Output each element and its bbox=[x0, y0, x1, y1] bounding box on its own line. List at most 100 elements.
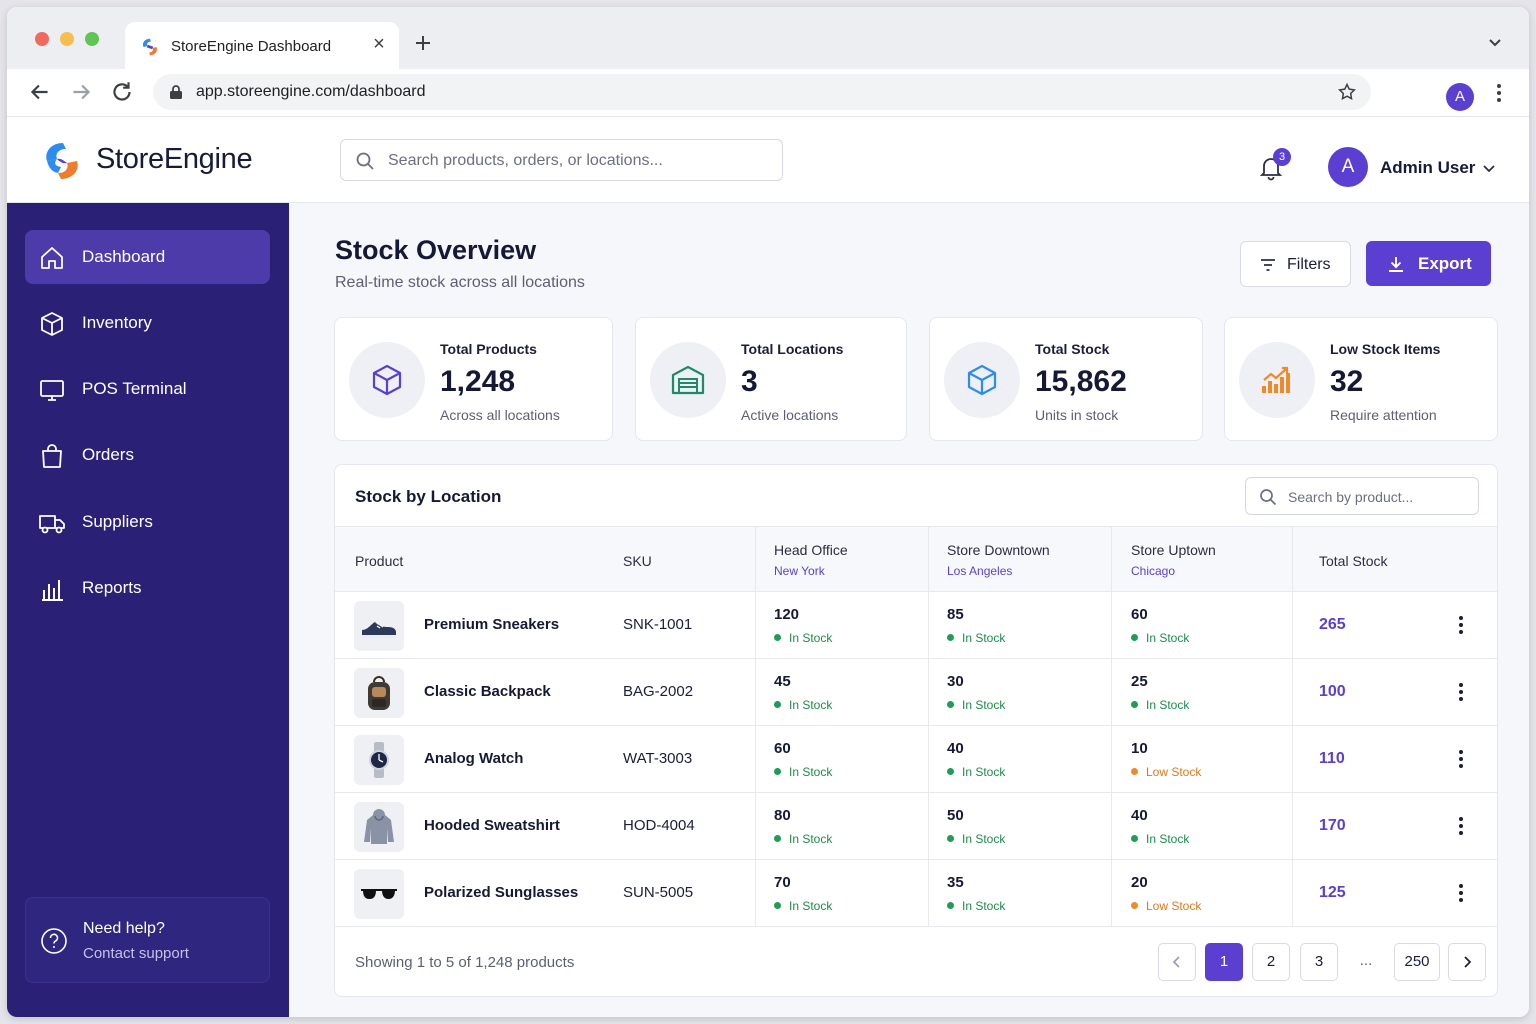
stock-by-location-card: Stock by Location Search by product... P… bbox=[334, 464, 1498, 997]
stock-qty-head-office: 60 bbox=[774, 740, 791, 757]
column-subheader-city: Chicago bbox=[1131, 564, 1176, 578]
column-header-sku: SKU bbox=[623, 553, 652, 569]
status-dot bbox=[947, 835, 954, 842]
url-field[interactable]: app.storeengine.com/dashboard bbox=[153, 74, 1371, 110]
status-dot bbox=[774, 902, 781, 909]
stock-status-store-downtown: In Stock bbox=[947, 698, 1005, 712]
row-menu-icon[interactable] bbox=[1453, 614, 1469, 636]
forward-arrow-icon[interactable] bbox=[68, 79, 94, 105]
window-minimize-button[interactable] bbox=[60, 32, 74, 46]
status-dot bbox=[1131, 835, 1138, 842]
contact-support-link[interactable]: Contact support bbox=[83, 945, 189, 962]
column-header-product: Product bbox=[355, 553, 404, 569]
status-dot bbox=[774, 768, 781, 775]
help-title: Need help? bbox=[83, 920, 165, 937]
sidebar-item-label: Inventory bbox=[82, 313, 152, 332]
row-menu-icon[interactable] bbox=[1453, 815, 1469, 837]
help-circle-icon bbox=[41, 928, 67, 954]
status-text: In Stock bbox=[789, 631, 833, 645]
stat-label: Low Stock Items bbox=[1330, 341, 1441, 357]
browser-menu-icon[interactable] bbox=[1489, 82, 1509, 104]
pagination-page-1[interactable]: 1 bbox=[1205, 943, 1243, 981]
product-search-input[interactable]: Search by product... bbox=[1245, 477, 1479, 515]
sidebar-item-reports[interactable]: Reports bbox=[25, 561, 270, 615]
stock-qty-store-uptown: 60 bbox=[1131, 606, 1148, 623]
column-header-total-stock: Total Stock bbox=[1319, 553, 1388, 569]
browser-profile-avatar[interactable]: A bbox=[1446, 83, 1474, 111]
storeengine-favicon-icon bbox=[143, 38, 157, 56]
tab-search-chevron-icon[interactable] bbox=[1485, 33, 1505, 53]
pagination-next-button[interactable] bbox=[1448, 943, 1486, 981]
stock-qty-store-downtown: 85 bbox=[947, 606, 964, 623]
sidebar-item-orders[interactable]: Orders bbox=[25, 428, 270, 482]
chevron-down-icon[interactable] bbox=[1481, 160, 1497, 176]
row-menu-icon[interactable] bbox=[1453, 882, 1469, 904]
browser-tab[interactable]: StoreEngine Dashboard × bbox=[125, 22, 399, 69]
product-thumbnail bbox=[354, 802, 404, 852]
column-header-store-uptown: Store Uptown bbox=[1131, 542, 1216, 558]
stock-status-head-office: In Stock bbox=[774, 698, 832, 712]
pagination-page-2[interactable]: 2 bbox=[1252, 943, 1290, 981]
tab-close-icon[interactable]: × bbox=[373, 33, 385, 55]
status-dot bbox=[1131, 701, 1138, 708]
status-dot bbox=[774, 835, 781, 842]
total-stock-value: 110 bbox=[1319, 750, 1345, 767]
sidebar-item-inventory[interactable]: Inventory bbox=[25, 296, 270, 350]
stock-status-store-downtown: In Stock bbox=[947, 765, 1005, 779]
global-search-input[interactable]: Search products, orders, or locations... bbox=[340, 139, 783, 181]
stock-status-store-uptown: In Stock bbox=[1131, 832, 1189, 846]
product-name[interactable]: Classic Backpack bbox=[424, 683, 551, 700]
help-box[interactable]: Need help? Contact support bbox=[25, 897, 270, 983]
column-divider bbox=[1111, 526, 1112, 926]
pagination-prev-button[interactable] bbox=[1158, 943, 1196, 981]
row-menu-icon[interactable] bbox=[1453, 748, 1469, 770]
lock-icon bbox=[170, 85, 182, 99]
stat-sub: Require attention bbox=[1330, 407, 1437, 423]
sidebar-item-pos-terminal[interactable]: POS Terminal bbox=[25, 362, 270, 416]
column-header-store-downtown: Store Downtown bbox=[947, 542, 1050, 558]
product-name[interactable]: Polarized Sunglasses bbox=[424, 884, 579, 901]
stat-value: 3 bbox=[741, 365, 758, 398]
stat-sub: Across all locations bbox=[440, 407, 560, 423]
back-arrow-icon[interactable] bbox=[27, 79, 53, 105]
product-name[interactable]: Hooded Sweatshirt bbox=[424, 817, 560, 834]
user-avatar[interactable]: A bbox=[1328, 147, 1368, 187]
watch-icon bbox=[369, 742, 389, 778]
hoodie-icon bbox=[364, 809, 394, 844]
total-stock-value: 125 bbox=[1319, 884, 1346, 901]
reload-icon[interactable] bbox=[109, 79, 135, 105]
table-row[interactable]: Classic Backpack BAG-2002 45 In Stock 30… bbox=[335, 659, 1497, 726]
status-text: In Stock bbox=[962, 631, 1006, 645]
row-menu-icon[interactable] bbox=[1453, 681, 1469, 703]
product-name[interactable]: Premium Sneakers bbox=[424, 616, 560, 633]
stat-icon-circle bbox=[944, 342, 1020, 418]
stock-status-head-office: In Stock bbox=[774, 832, 832, 846]
stat-icon-circle bbox=[1239, 342, 1315, 418]
stock-status-head-office: In Stock bbox=[774, 899, 832, 913]
pagination-page-last[interactable]: 250 bbox=[1394, 943, 1440, 981]
product-sku: BAG-2002 bbox=[623, 683, 694, 700]
chevron-left-icon bbox=[1172, 956, 1180, 968]
bookmark-star-icon[interactable] bbox=[1337, 82, 1357, 102]
user-name[interactable]: Admin User bbox=[1380, 158, 1476, 177]
sidebar-item-dashboard[interactable]: Dashboard bbox=[25, 230, 270, 284]
window-close-button[interactable] bbox=[35, 32, 49, 46]
stat-icon-circle bbox=[349, 342, 425, 418]
pagination-page-3[interactable]: 3 bbox=[1300, 943, 1338, 981]
table-row[interactable]: Hooded Sweatshirt HOD-4004 80 In Stock 5… bbox=[335, 793, 1497, 860]
status-text: In Stock bbox=[789, 765, 833, 779]
export-button[interactable]: Export bbox=[1366, 241, 1491, 286]
product-sku: WAT-3003 bbox=[623, 750, 693, 767]
stat-card-low-stock: Low Stock Items 32 Require attention bbox=[1224, 317, 1498, 441]
status-dot bbox=[1131, 634, 1138, 641]
window-maximize-button[interactable] bbox=[85, 32, 99, 46]
filters-button[interactable]: Filters bbox=[1240, 241, 1351, 287]
new-tab-icon[interactable] bbox=[411, 31, 435, 55]
product-name[interactable]: Analog Watch bbox=[424, 750, 524, 767]
sidebar-item-suppliers[interactable]: Suppliers bbox=[25, 495, 270, 549]
table-row[interactable]: Polarized Sunglasses SUN-5005 70 In Stoc… bbox=[335, 860, 1497, 927]
column-divider bbox=[755, 526, 756, 926]
product-sku: SUN-5005 bbox=[623, 884, 694, 901]
table-row[interactable]: Analog Watch WAT-3003 60 In Stock 40 In … bbox=[335, 726, 1497, 793]
table-row[interactable]: Premium Sneakers SNK-1001 120 In Stock 8… bbox=[335, 592, 1497, 659]
